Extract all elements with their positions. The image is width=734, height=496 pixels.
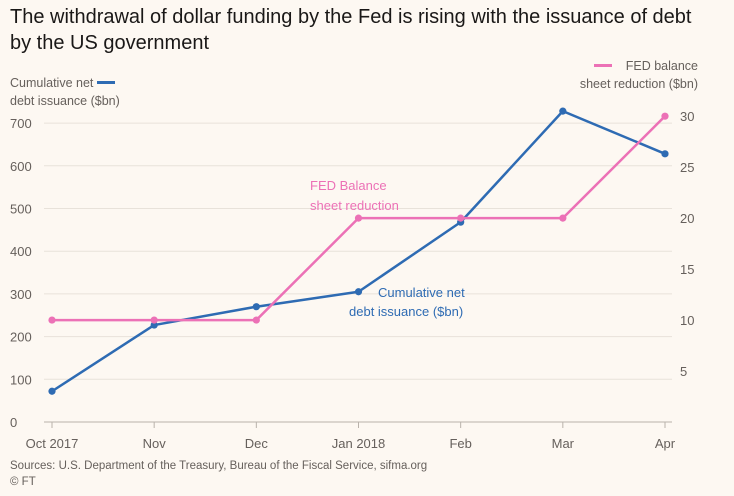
right-tick-label: 30: [680, 109, 694, 124]
fed-point: [457, 214, 465, 222]
fed-annotation-line2: sheet reduction: [310, 198, 399, 213]
left-tick-label: 600: [10, 159, 32, 174]
left-tick-label: 0: [10, 415, 17, 430]
x-tick-label: Dec: [245, 436, 269, 451]
x-tick-label: Mar: [552, 436, 575, 451]
right-tick-label: 15: [680, 262, 694, 277]
fed-legend-swatch: [593, 64, 612, 68]
credit-note: © FT: [10, 476, 36, 488]
left-tick-label: 300: [10, 287, 32, 302]
debt-point: [252, 303, 260, 311]
x-tick-label: Nov: [143, 436, 167, 451]
right-axis-legend: FED balance sheet reduction ($bn): [580, 57, 698, 93]
x-tick-label: Jan 2018: [332, 436, 386, 451]
left-axis-legend: Cumulative net debt issuance ($bn): [10, 74, 120, 110]
right-tick-label: 20: [680, 211, 694, 226]
right-legend-line2: sheet reduction ($bn): [579, 77, 698, 91]
chart-title: The withdrawal of dollar funding by the …: [10, 6, 692, 54]
debt-point: [354, 288, 363, 296]
right-tick-label: 10: [680, 313, 694, 328]
left-tick-label: 200: [10, 330, 32, 345]
fed-point: [559, 214, 567, 222]
fed-point: [150, 316, 158, 324]
left-tick-label: 700: [10, 116, 32, 131]
debt-annotation-line2: debt issuance ($bn): [349, 304, 463, 319]
fed-point: [661, 112, 669, 120]
debt-point: [48, 387, 56, 395]
left-tick-label: 500: [10, 201, 32, 216]
debt-point: [150, 321, 158, 329]
right-legend-line1: FED balance: [625, 59, 698, 73]
left-tick-label: 100: [10, 372, 32, 387]
debt-annotation-line1: Cumulative net: [378, 285, 465, 300]
debt-point: [661, 150, 669, 158]
right-tick-label: 25: [680, 160, 694, 175]
debt-legend-swatch: [97, 81, 116, 85]
left-legend-line2: debt issuance ($bn): [10, 94, 120, 108]
left-tick-label: 400: [10, 244, 32, 259]
x-tick-label: Apr: [655, 436, 676, 451]
fed-point: [252, 316, 260, 324]
fed-point: [354, 214, 363, 222]
left-legend-line1: Cumulative net: [10, 76, 94, 90]
x-tick-label: Feb: [449, 436, 471, 451]
fed-annotation-line1: FED Balance: [310, 178, 387, 193]
source-note: Sources: U.S. Department of the Treasury…: [10, 460, 428, 472]
debt-point: [559, 107, 567, 115]
x-tick-label: Oct 2017: [26, 436, 79, 451]
fed-point: [48, 316, 56, 324]
right-tick-label: 5: [680, 364, 687, 379]
